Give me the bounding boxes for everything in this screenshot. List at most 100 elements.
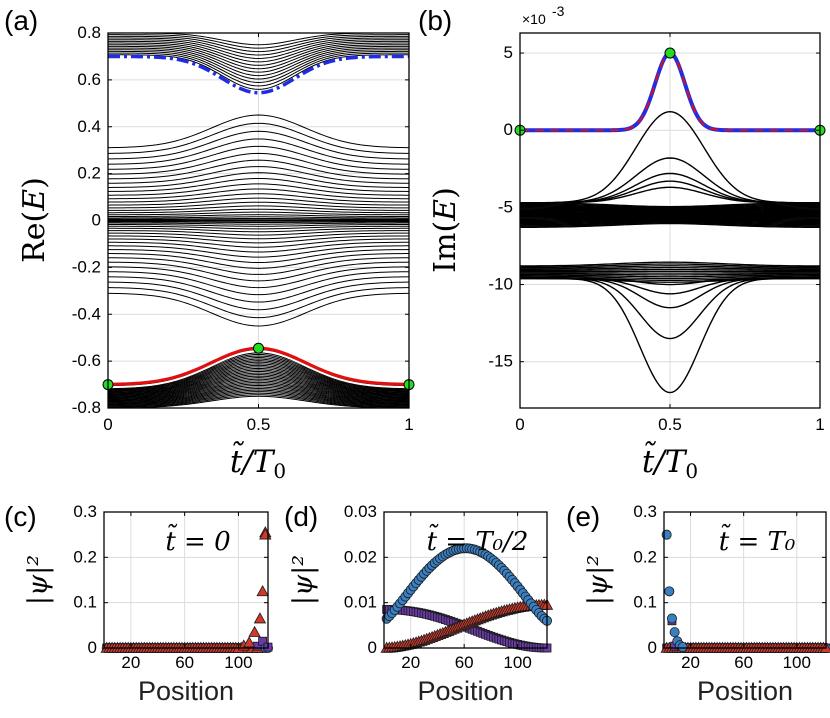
band-line xyxy=(107,377,410,400)
panel-label-d: (d) xyxy=(284,501,318,532)
band-line xyxy=(107,235,410,244)
band-line xyxy=(107,276,410,303)
ytick-label-a: 0 xyxy=(92,211,101,230)
band-line xyxy=(107,378,410,401)
ytick-label-c: 0.2 xyxy=(73,547,97,566)
ylabel-e: |ψ|² xyxy=(583,555,614,605)
ytick-label-a: 0.2 xyxy=(77,164,101,183)
band-line xyxy=(107,370,410,397)
band-line xyxy=(107,227,410,233)
band-line xyxy=(107,166,410,184)
band-line xyxy=(107,287,410,319)
ytick-label-d: 0.03 xyxy=(344,502,377,521)
band-line xyxy=(107,388,410,405)
data-point-triangle xyxy=(248,625,261,637)
ytick-label-d: 0.02 xyxy=(344,547,377,566)
band-line xyxy=(107,172,410,188)
band-line xyxy=(519,261,821,267)
band-line xyxy=(107,130,410,160)
data-point-square xyxy=(258,636,268,646)
xtick-label-c: 100 xyxy=(224,653,252,672)
band-line xyxy=(107,383,410,403)
ytick-label-b: 5 xyxy=(504,43,513,62)
band-line xyxy=(108,34,409,49)
band-line xyxy=(107,257,410,275)
band-line xyxy=(108,47,409,77)
annotation-e: t̃ = T₀ xyxy=(719,523,796,557)
band-line xyxy=(107,363,410,393)
ylabel-c: |ψ|² xyxy=(23,555,54,605)
band-line xyxy=(519,266,821,271)
ytick-label-b: -5 xyxy=(498,197,513,216)
band-line xyxy=(108,224,409,227)
band-line xyxy=(107,386,410,404)
axes-frame-d xyxy=(383,511,548,649)
xtick-label-a: 1 xyxy=(404,415,413,434)
band-line xyxy=(107,380,410,401)
ytick-label-e: 0.1 xyxy=(633,593,657,612)
band-line xyxy=(107,355,410,389)
band-line xyxy=(108,50,409,83)
band-line xyxy=(107,357,410,390)
band-line xyxy=(107,230,410,236)
band-line xyxy=(107,188,410,200)
edge-state-upper-line xyxy=(107,54,410,95)
band-line xyxy=(107,145,410,170)
band-line xyxy=(107,232,410,240)
band-line xyxy=(107,152,410,175)
band-line xyxy=(107,360,410,391)
ylabel-a: Re(E) xyxy=(17,177,52,263)
ytick-label-a: -0.4 xyxy=(72,304,101,323)
ytick-label-a: 0.4 xyxy=(77,117,101,136)
band-line xyxy=(519,218,821,223)
xtick-label-d: 60 xyxy=(455,653,474,672)
band-line xyxy=(108,222,409,225)
green-marker xyxy=(253,342,264,354)
ytick-label-a: -0.6 xyxy=(72,351,101,370)
band-line xyxy=(107,177,410,192)
panel-label-e: (e) xyxy=(566,501,600,532)
panel-label-b: (b) xyxy=(418,5,452,36)
band-line xyxy=(519,274,821,278)
xlabel-d: Position xyxy=(417,676,513,706)
band-line xyxy=(107,358,410,391)
dip-branch-line xyxy=(520,277,820,286)
ytick-label-e: 0 xyxy=(648,638,657,657)
xtick-label-a: 0.5 xyxy=(247,415,271,434)
band-line xyxy=(107,44,410,70)
band-line xyxy=(107,369,410,396)
xlabel-a: t̃/T0 xyxy=(230,441,286,483)
xtick-label-d: 100 xyxy=(503,653,531,672)
band-line xyxy=(107,271,410,296)
band-line xyxy=(107,201,410,209)
xtick-label-b: 0 xyxy=(515,415,524,434)
band-line xyxy=(107,366,410,394)
band-line xyxy=(108,49,409,80)
band-line xyxy=(519,207,821,212)
band-line xyxy=(107,138,410,165)
band-line xyxy=(519,220,821,225)
axis-multiplier-exponent: -3 xyxy=(552,3,565,19)
band-line xyxy=(107,364,410,394)
xtick-label-a: 0 xyxy=(103,415,112,434)
band-line xyxy=(107,374,410,398)
xlabel-c: Position xyxy=(138,676,234,706)
band-line xyxy=(107,381,410,402)
data-point-triangle xyxy=(256,585,269,597)
ytick-label-c: 0.3 xyxy=(73,502,97,521)
ytick-label-a: -0.8 xyxy=(72,398,101,417)
band-line xyxy=(107,193,410,203)
band-line xyxy=(107,266,410,289)
xtick-label-b: 1 xyxy=(815,415,824,434)
band-line xyxy=(107,197,410,206)
panel-label-c: (c) xyxy=(4,501,37,532)
band-line xyxy=(519,275,821,280)
band-line xyxy=(107,261,410,282)
annotation-d: t̃ = T₀/2 xyxy=(427,523,529,557)
xlabel-b: t̃/T0 xyxy=(642,441,698,483)
band-line xyxy=(519,202,821,208)
band-line xyxy=(519,204,821,210)
ytick-label-d: 0 xyxy=(368,638,377,657)
band-line xyxy=(107,372,410,398)
